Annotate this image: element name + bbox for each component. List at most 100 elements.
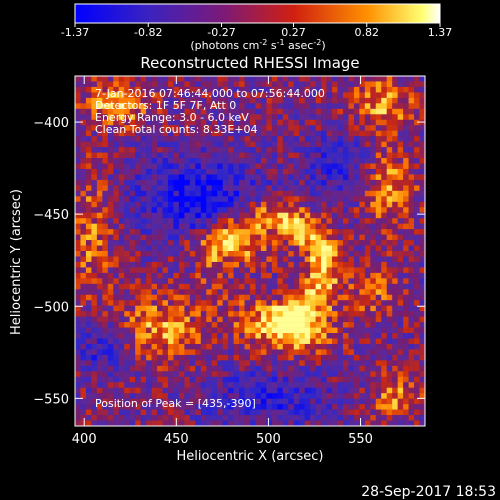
heatmap-cell	[260, 261, 267, 268]
heatmap-cell	[408, 163, 415, 170]
heatmap-cell	[178, 267, 185, 274]
heatmap-cell	[403, 196, 409, 203]
heatmap-cell	[304, 158, 311, 164]
heatmap-cell	[107, 218, 114, 224]
heatmap-cell	[408, 376, 415, 383]
heatmap-cell	[260, 207, 267, 214]
heatmap-cell	[157, 158, 163, 164]
heatmap-cell	[135, 393, 141, 399]
heatmap-cell	[304, 190, 311, 197]
heatmap-cell	[414, 201, 420, 208]
chart-title: Reconstructed RHESSI Image	[140, 54, 359, 72]
heatmap-cell	[370, 333, 377, 339]
heatmap-cell	[408, 103, 415, 110]
heatmap-cell	[397, 398, 404, 405]
heatmap-cell	[222, 119, 229, 126]
heatmap-cell	[162, 365, 169, 372]
heatmap-cell	[178, 92, 185, 99]
heatmap-cell	[414, 409, 420, 416]
heatmap-cell	[113, 163, 120, 170]
heatmap-cell	[255, 404, 262, 410]
heatmap-cell	[408, 278, 415, 285]
heatmap-cell	[244, 174, 251, 181]
heatmap-cell	[189, 272, 196, 279]
heatmap-cell	[381, 376, 388, 383]
heatmap-cell	[239, 92, 245, 99]
heatmap-cell	[310, 190, 316, 197]
heatmap-cell	[135, 119, 141, 126]
heatmap-cell	[129, 338, 136, 345]
heatmap-cell	[129, 365, 136, 372]
heatmap-cell	[359, 322, 366, 328]
heatmap-cell	[233, 393, 240, 399]
heatmap-cell	[348, 97, 355, 104]
heatmap-cell	[304, 168, 311, 175]
heatmap-cell	[80, 168, 87, 175]
heatmap-cell	[271, 223, 278, 230]
heatmap-cell	[91, 212, 98, 219]
heatmap-cell	[189, 382, 196, 389]
heatmap-cell	[304, 251, 311, 257]
heatmap-cell	[211, 136, 218, 142]
heatmap-cell	[293, 141, 300, 148]
heatmap-cell	[348, 404, 355, 410]
heatmap-cell	[337, 196, 344, 203]
heatmap-cell	[189, 300, 196, 306]
heatmap-cell	[124, 147, 130, 153]
heatmap-cell	[375, 322, 382, 328]
heatmap-cell	[277, 333, 284, 339]
heatmap-cell	[96, 158, 103, 164]
heatmap-cell	[200, 201, 207, 208]
heatmap-cell	[255, 179, 262, 186]
heatmap-cell	[359, 420, 366, 427]
heatmap-cell	[107, 393, 114, 399]
heatmap-cell	[107, 130, 114, 137]
heatmap-cell	[146, 86, 152, 93]
heatmap-cell	[239, 283, 245, 290]
heatmap-cell	[228, 103, 234, 110]
heatmap-cell	[293, 251, 300, 257]
heatmap-cell	[364, 190, 371, 197]
heatmap-cell	[91, 278, 98, 285]
heatmap-cell	[96, 261, 103, 268]
heatmap-cell	[348, 179, 355, 186]
heatmap-cell	[271, 76, 278, 82]
heatmap-cell	[255, 81, 262, 88]
heatmap-cell	[326, 174, 333, 181]
heatmap-cell	[304, 207, 311, 214]
heatmap-cell	[392, 147, 398, 153]
heatmap-cell	[75, 272, 81, 279]
heatmap-cell	[135, 343, 141, 350]
heatmap-cell	[206, 316, 213, 323]
heatmap-cell	[310, 119, 316, 126]
heatmap-cell	[102, 256, 109, 263]
heatmap-cell	[277, 251, 284, 257]
heatmap-cell	[102, 158, 109, 164]
heatmap-cell	[140, 349, 147, 356]
heatmap-cell	[348, 196, 355, 203]
heatmap-cell	[299, 103, 305, 110]
heatmap-cell	[408, 245, 415, 252]
heatmap-cell	[293, 289, 300, 296]
heatmap-cell	[304, 119, 311, 126]
heatmap-cell	[113, 300, 120, 306]
heatmap-cell	[217, 141, 223, 148]
heatmap-cell	[96, 322, 103, 328]
heatmap-cell	[326, 185, 333, 192]
heatmap-cell	[178, 136, 185, 142]
heatmap-cell	[364, 343, 371, 350]
heatmap-cell	[271, 251, 278, 257]
heatmap-cell	[195, 130, 202, 137]
heatmap-cell	[348, 349, 355, 356]
heatmap-cell	[315, 207, 322, 214]
heatmap-cell	[178, 393, 185, 399]
heatmap-cell	[167, 196, 174, 203]
heatmap-cell	[135, 278, 141, 285]
heatmap-cell	[250, 168, 256, 175]
heatmap-cell	[102, 97, 109, 104]
heatmap-cell	[250, 179, 256, 186]
heatmap-cell	[118, 152, 125, 159]
heatmap-cell	[299, 190, 305, 197]
heatmap-cell	[85, 240, 92, 246]
heatmap-cell	[321, 294, 327, 301]
